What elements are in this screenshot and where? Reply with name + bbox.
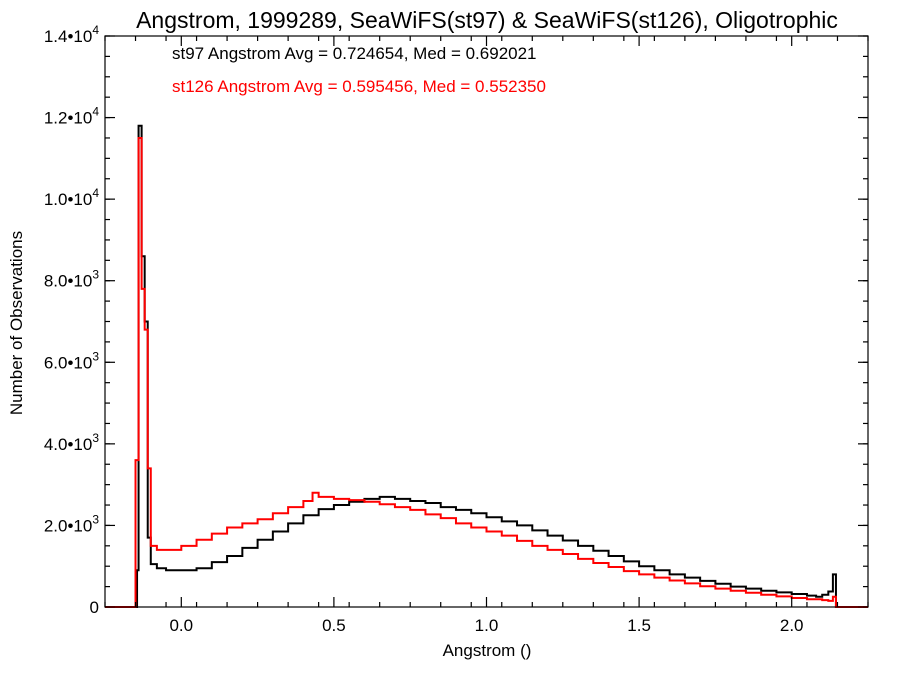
annotation-st126: st126 Angstrom Avg = 0.595456, Med = 0.5…	[172, 77, 546, 96]
series-layer	[105, 124, 868, 608]
ticks-layer: 0.0 0.5 1.0 1.5 2.0 0 2.0•103 4.0•103 6.0•103 8.0…	[44, 23, 869, 635]
y-tick-label: 4.0•103	[44, 431, 100, 454]
series-line-0	[105, 124, 868, 608]
y-tick-label: 0	[90, 598, 99, 617]
y-tick-label: 8.0•103	[44, 268, 100, 291]
plot-frame	[104, 35, 869, 608]
x-tick-label: 0.5	[322, 616, 346, 635]
x-tick-label: 0.0	[169, 616, 193, 635]
annotation-st97: st97 Angstrom Avg = 0.724654, Med = 0.69…	[172, 44, 537, 63]
x-tick-label: 1.0	[475, 616, 499, 635]
x-axis-label: Angstrom ()	[443, 641, 532, 660]
y-tick-label: 2.0•103	[44, 512, 100, 535]
y-tick-label: 1.2•104	[44, 105, 100, 128]
y-tick-label: 1.0•104	[44, 186, 100, 209]
x-tick-label: 2.0	[780, 616, 804, 635]
y-tick-label: 1.4•104	[44, 23, 100, 46]
plot-area: 0.0 0.5 1.0 1.5 2.0 0 2.0•103 4.0•103 6.0•103 8.0…	[44, 23, 869, 635]
x-tick-label: 1.5	[627, 616, 651, 635]
y-tick-label: 6.0•103	[44, 349, 100, 372]
series-line-1	[105, 136, 868, 608]
y-axis-label: Number of Observations	[7, 231, 26, 415]
chart-title: Angstrom, 1999289, SeaWiFS(st97) & SeaWi…	[136, 7, 838, 33]
